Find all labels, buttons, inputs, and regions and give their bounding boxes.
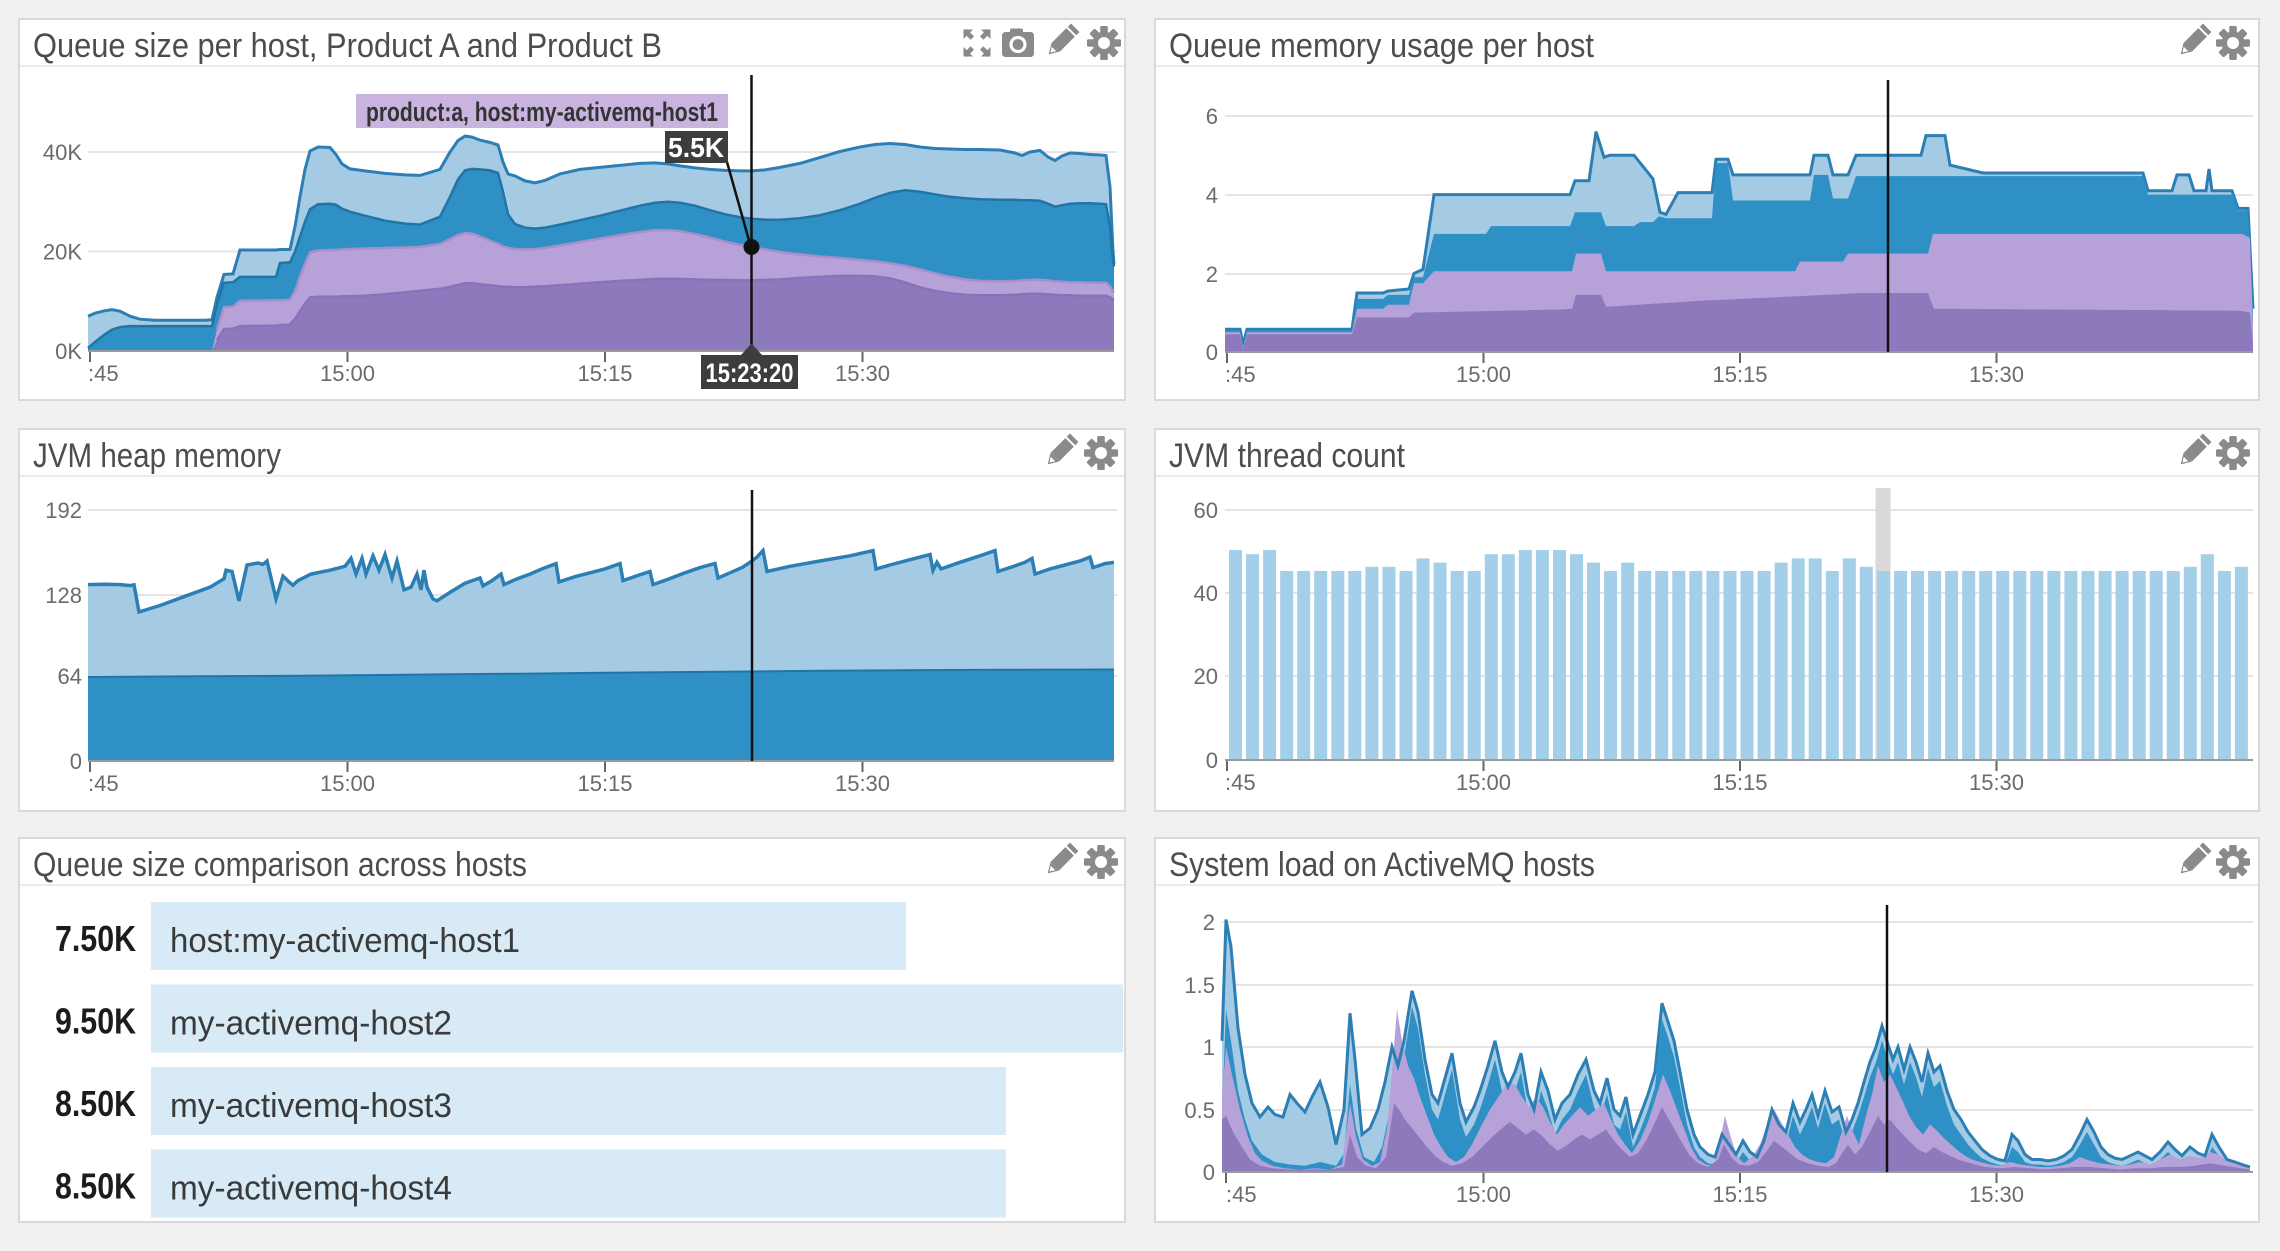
svg-text:8.50K: 8.50K [55,1166,136,1207]
svg-text:0K: 0K [55,339,82,364]
svg-text:host:my-activemq-host1: host:my-activemq-host1 [170,922,520,960]
svg-text:5.5K: 5.5K [668,132,724,163]
svg-text:20K: 20K [43,240,82,265]
svg-text:15:15: 15:15 [1712,1182,1767,1207]
svg-text:15:30: 15:30 [835,361,890,386]
svg-text:40K: 40K [43,140,82,165]
svg-text:192: 192 [45,498,82,523]
svg-text:my-activemq-host4: my-activemq-host4 [170,1170,452,1208]
svg-text:Queue size per host, Product A: Queue size per host, Product A and Produ… [33,27,662,65]
svg-text:Queue size comparison across h: Queue size comparison across hosts [33,846,527,884]
svg-text:JVM heap memory: JVM heap memory [33,437,281,475]
svg-text:15:15: 15:15 [1712,770,1767,795]
svg-text:2: 2 [1203,910,1215,935]
svg-text:7.50K: 7.50K [55,918,136,959]
svg-text:15:00: 15:00 [320,361,375,386]
svg-text:15:30: 15:30 [1969,362,2024,387]
svg-text:1: 1 [1203,1035,1215,1060]
svg-text:0: 0 [1206,340,1218,365]
svg-text:0.5: 0.5 [1184,1098,1215,1123]
svg-text:0: 0 [1203,1160,1215,1185]
svg-text:15:30: 15:30 [1969,1182,2024,1207]
svg-text:8.50K: 8.50K [55,1083,136,1124]
svg-text:System load on ActiveMQ hosts: System load on ActiveMQ hosts [1169,846,1595,884]
svg-text:15:00: 15:00 [320,771,375,796]
svg-text:15:00: 15:00 [1456,362,1511,387]
svg-text:60: 60 [1194,498,1218,523]
svg-text:JVM thread count: JVM thread count [1169,437,1405,475]
svg-text:0: 0 [70,749,82,774]
svg-text:9.50K: 9.50K [55,1001,136,1042]
svg-text:1.5: 1.5 [1184,973,1215,998]
svg-text:15:30: 15:30 [1969,770,2024,795]
svg-text:128: 128 [45,583,82,608]
svg-text:my-activemq-host3: my-activemq-host3 [170,1087,452,1125]
svg-text::45: :45 [1225,770,1256,795]
svg-text::45: :45 [1226,1182,1257,1207]
svg-text:my-activemq-host2: my-activemq-host2 [170,1005,452,1043]
svg-text:15:00: 15:00 [1456,770,1511,795]
svg-text:2: 2 [1206,262,1218,287]
svg-text:40: 40 [1194,581,1218,606]
svg-text::45: :45 [88,771,119,796]
svg-text:20: 20 [1194,664,1218,689]
svg-text:4: 4 [1206,183,1218,208]
svg-text:15:30: 15:30 [835,771,890,796]
svg-text:Queue memory usage per host: Queue memory usage per host [1169,27,1594,65]
svg-text:0: 0 [1206,748,1218,773]
svg-text:64: 64 [58,664,82,689]
svg-text:15:00: 15:00 [1456,1182,1511,1207]
svg-text:15:15: 15:15 [577,361,632,386]
svg-text::45: :45 [1225,362,1256,387]
svg-text:product:a, host:my-activemq-ho: product:a, host:my-activemq-host1 [366,97,718,127]
svg-text:6: 6 [1206,104,1218,129]
svg-text:15:15: 15:15 [1712,362,1767,387]
svg-text:15:15: 15:15 [577,771,632,796]
svg-text:15:23:20: 15:23:20 [706,358,794,388]
svg-text::45: :45 [88,361,119,386]
